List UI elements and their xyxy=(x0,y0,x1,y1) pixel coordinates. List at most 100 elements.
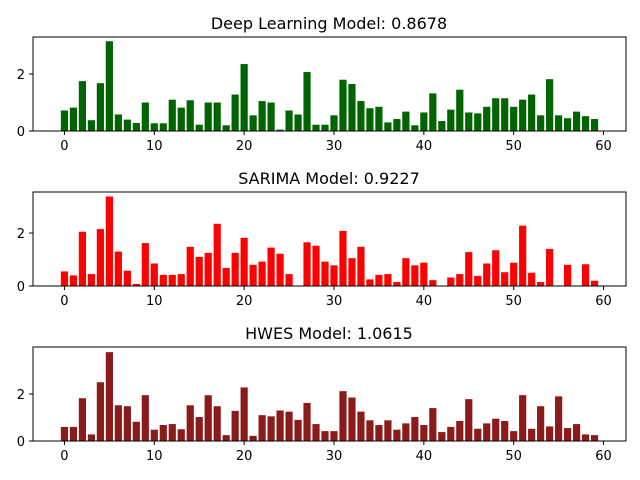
bar xyxy=(303,72,311,131)
bar xyxy=(564,118,572,131)
bar xyxy=(78,231,87,286)
bar xyxy=(96,83,104,131)
bar xyxy=(258,261,266,286)
bar xyxy=(537,406,545,441)
bar xyxy=(240,64,248,131)
x-tick-label: 30 xyxy=(326,139,343,154)
bar xyxy=(357,101,365,131)
bar xyxy=(555,396,563,441)
bar xyxy=(159,274,167,286)
bar xyxy=(141,102,149,131)
x-tick-label: 10 xyxy=(146,449,163,464)
bar xyxy=(456,274,464,286)
x-tick-label: 30 xyxy=(326,294,343,309)
bar xyxy=(240,237,248,286)
bar xyxy=(132,123,140,131)
bar xyxy=(528,94,536,131)
bar xyxy=(321,431,329,441)
bar xyxy=(204,102,212,131)
bar xyxy=(429,280,437,286)
bar xyxy=(168,99,176,131)
bar xyxy=(564,264,572,286)
x-tick-label: 40 xyxy=(416,449,433,464)
bar xyxy=(492,418,500,441)
subplot-deep-learning: Deep Learning Model: 0.8678 0 10 20 30 40 50 6… xyxy=(17,14,627,154)
bar xyxy=(375,106,383,131)
bar xyxy=(96,229,104,286)
bar xyxy=(438,432,446,441)
bar xyxy=(249,264,257,286)
bar xyxy=(114,405,122,441)
bar xyxy=(420,262,428,286)
bar xyxy=(222,267,230,286)
bar xyxy=(510,106,518,131)
axes-frame xyxy=(32,191,627,287)
bar xyxy=(474,428,482,441)
x-tick-label: 60 xyxy=(595,294,612,309)
bar xyxy=(231,410,239,441)
bar xyxy=(420,425,428,441)
bar xyxy=(384,274,392,286)
bar xyxy=(285,274,293,286)
x-tick-label: 30 xyxy=(326,449,343,464)
bar xyxy=(411,417,419,441)
bar xyxy=(510,262,518,286)
bar xyxy=(60,426,69,441)
bar xyxy=(537,282,545,286)
bar xyxy=(258,101,266,131)
bar xyxy=(393,282,401,286)
bar xyxy=(321,261,329,286)
x-tick-label: 50 xyxy=(505,139,522,154)
bar xyxy=(195,417,203,441)
bar xyxy=(213,223,221,286)
bar xyxy=(519,99,527,131)
bar xyxy=(357,411,365,442)
bar xyxy=(141,395,149,441)
bar xyxy=(546,248,554,286)
bar xyxy=(303,242,311,286)
bar xyxy=(267,416,275,441)
bar xyxy=(411,265,419,286)
bar xyxy=(132,283,140,286)
bar xyxy=(330,431,338,441)
bar xyxy=(581,434,590,441)
bar xyxy=(572,424,581,441)
bar xyxy=(366,279,374,286)
bar xyxy=(447,109,455,131)
bar xyxy=(528,272,536,286)
x-tick-label: 60 xyxy=(595,139,612,154)
bar xyxy=(159,123,167,131)
bar xyxy=(276,129,284,131)
x-tick-label: 0 xyxy=(60,139,68,154)
bar xyxy=(321,124,329,131)
bar xyxy=(465,399,473,441)
bar xyxy=(258,415,266,441)
bar xyxy=(312,245,320,286)
bar xyxy=(123,270,131,286)
bar xyxy=(249,435,257,441)
bar xyxy=(590,435,599,442)
bar xyxy=(402,111,410,131)
bar xyxy=(501,98,509,131)
bar xyxy=(186,246,194,286)
bar xyxy=(590,119,599,131)
bar xyxy=(411,125,419,131)
bar xyxy=(429,93,437,131)
y-tick-label: 2 xyxy=(17,68,25,83)
bar xyxy=(348,397,356,441)
bar xyxy=(447,426,455,441)
bar xyxy=(312,124,320,131)
bar xyxy=(330,265,338,286)
bar xyxy=(276,253,284,286)
bar xyxy=(483,423,491,442)
subplot-title: HWES Model: 1.0615 xyxy=(245,324,413,343)
subplot-title: SARIMA Model: 0.9227 xyxy=(238,169,420,188)
bar xyxy=(375,274,383,286)
bar xyxy=(222,125,230,131)
bar xyxy=(123,406,131,441)
bar xyxy=(528,428,536,441)
bar xyxy=(537,115,545,131)
bar xyxy=(222,435,230,442)
bar xyxy=(546,79,554,131)
